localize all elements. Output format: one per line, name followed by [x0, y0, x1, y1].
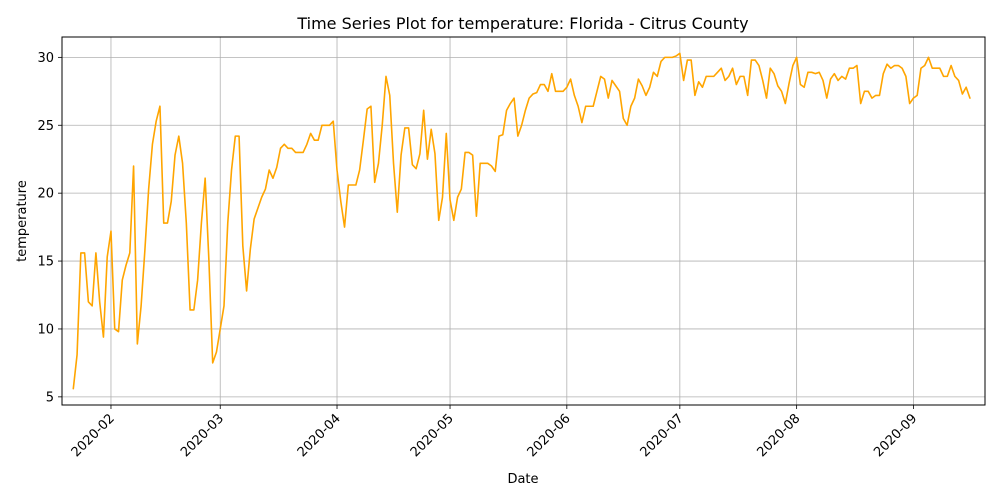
y-tick-label: 5 — [46, 390, 54, 405]
chart-title: Time Series Plot for temperature: Florid… — [296, 14, 748, 33]
y-tick-label: 10 — [37, 322, 54, 337]
series-layer — [72, 52, 971, 390]
series-line-temperature — [72, 52, 971, 390]
y-axis-label: temperature — [15, 180, 30, 262]
y-tick-label: 20 — [37, 187, 54, 202]
x-axis-label: Date — [507, 472, 538, 487]
y-axis-ticks: 5 10 15 20 25 30 — [37, 51, 62, 405]
y-tick-label: 25 — [37, 119, 54, 134]
plot-area-frame — [61, 36, 986, 406]
y-tick-label: 30 — [37, 51, 54, 66]
y-tick-label: 15 — [37, 255, 54, 270]
grid-lines — [62, 37, 985, 405]
